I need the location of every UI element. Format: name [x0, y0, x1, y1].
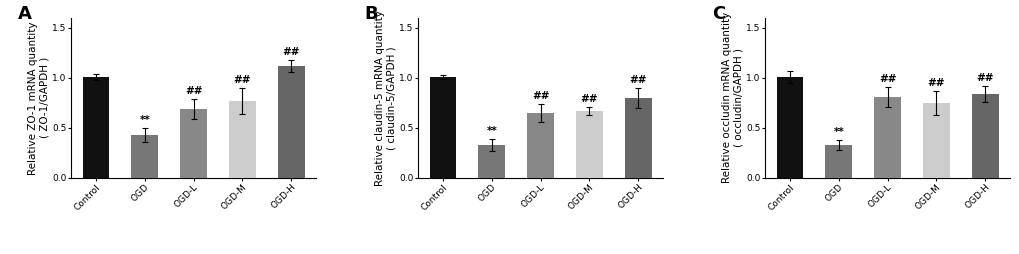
Y-axis label: Relative ZO-1 mRNA quantity
( ZO-1/GAPDH ): Relative ZO-1 mRNA quantity ( ZO-1/GAPDH…: [28, 21, 49, 174]
Y-axis label: Relative claudin-5 mRNA quantity
( claudin-5/GAPDH ): Relative claudin-5 mRNA quantity ( claud…: [374, 10, 396, 186]
Bar: [478, 145, 504, 178]
Bar: [971, 94, 998, 178]
Bar: [625, 98, 651, 178]
Text: ##: ##: [531, 91, 549, 101]
Text: ##: ##: [184, 86, 202, 96]
Bar: [775, 77, 803, 178]
Text: ##: ##: [233, 75, 251, 85]
Bar: [228, 101, 256, 178]
Text: ##: ##: [878, 74, 896, 84]
Text: ##: ##: [975, 73, 994, 83]
Y-axis label: Relative occludin mRNA quantity
( occludin/GAPDH ): Relative occludin mRNA quantity ( occlud…: [721, 12, 743, 183]
Text: ##: ##: [629, 75, 646, 85]
Bar: [576, 111, 602, 178]
Text: B: B: [365, 5, 378, 23]
Bar: [922, 103, 949, 178]
Bar: [277, 66, 305, 178]
Text: **: **: [833, 127, 844, 137]
Bar: [180, 109, 207, 178]
Text: ##: ##: [926, 78, 945, 88]
Bar: [873, 97, 900, 178]
Text: ##: ##: [580, 94, 597, 104]
Bar: [131, 135, 158, 178]
Bar: [429, 77, 455, 178]
Bar: [824, 145, 852, 178]
Bar: [527, 113, 553, 178]
Text: ##: ##: [282, 47, 300, 57]
Text: C: C: [711, 5, 725, 23]
Text: **: **: [140, 115, 150, 125]
Text: A: A: [17, 5, 32, 23]
Bar: [83, 77, 109, 178]
Text: **: **: [486, 126, 496, 136]
